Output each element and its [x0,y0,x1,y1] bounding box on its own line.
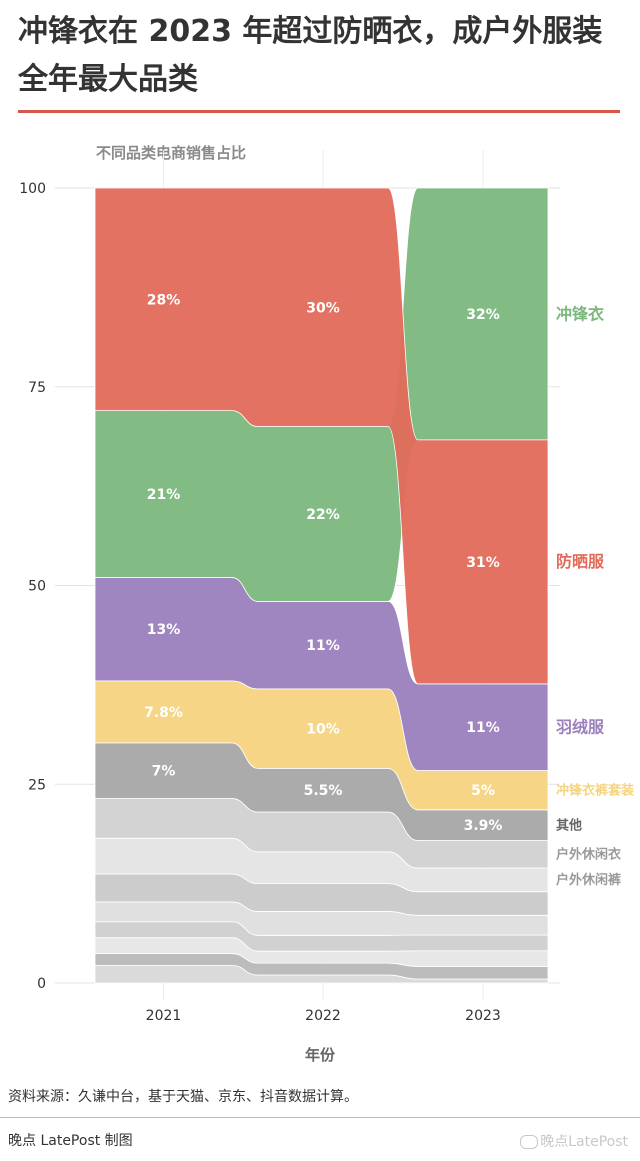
data-label: 5.5% [304,783,343,799]
legend-label: 冲锋衣裤套装 [556,782,634,798]
legend-label: 冲锋衣 [556,304,604,323]
legend-label: 户外休闲衣 [556,847,621,863]
page-title: 冲锋衣在 2023 年超过防晒衣，成户外服装全年最大品类 [18,14,603,97]
y-tick-label: 25 [28,777,46,793]
data-label: 21% [147,487,181,503]
data-label: 13% [147,622,181,638]
data-label: 31% [466,555,500,571]
legend-label: 户外休闲裤 [556,872,621,888]
data-label: 28% [147,292,181,308]
y-tick-label: 100 [19,181,46,197]
data-labels: 21% 22% 32% 28% 30% 31% 13% 11% 11% 7.8% 10% 5% 7% 5.… [144,292,502,834]
watermark: 晚点LatePost [520,1131,628,1151]
data-label: 22% [306,507,340,523]
watermark-text: 晚点LatePost [540,1134,628,1150]
title-divider [18,110,620,113]
x-tick-label: 2023 [465,1008,501,1024]
legend-label: 羽绒服 [556,718,605,737]
credit-line: 晚点 LatePost 制图 [8,1133,133,1149]
source-note: 资料来源：久谦中台，基于天猫、京东、抖音数据计算。 [8,1089,358,1105]
weibo-icon [520,1135,539,1149]
x-tick-label: 2022 [305,1008,341,1024]
axes: 0 25 50 75 100 2021 2022 2023 [19,181,501,1024]
data-label: 7% [152,764,176,780]
chart-subtitle: 不同品类电商销售占比 [96,144,246,162]
data-label: 3.9% [464,818,503,834]
data-label: 32% [466,307,500,323]
y-tick-label: 75 [28,380,46,396]
data-label: 10% [306,722,340,738]
data-label: 30% [306,300,340,316]
series-bands [94,187,549,984]
data-label: 5% [471,783,495,799]
y-tick-label: 0 [37,976,46,992]
y-tick-label: 50 [28,579,46,595]
band-防晒服 [94,187,549,685]
footer-divider [0,1117,640,1118]
legend-label: 防晒服 [556,552,605,571]
legend-label: 其他 [556,818,582,834]
data-label: 7.8% [144,705,183,721]
x-axis-label: 年份 [305,1046,336,1064]
data-label: 11% [306,638,340,654]
x-tick-label: 2021 [146,1008,182,1024]
bump-area-chart: 不同品类电商销售占比 21% 22% 32% 28% 30% 31% 13% 11% 11% 7.… [19,144,634,1064]
data-label: 11% [466,720,500,736]
